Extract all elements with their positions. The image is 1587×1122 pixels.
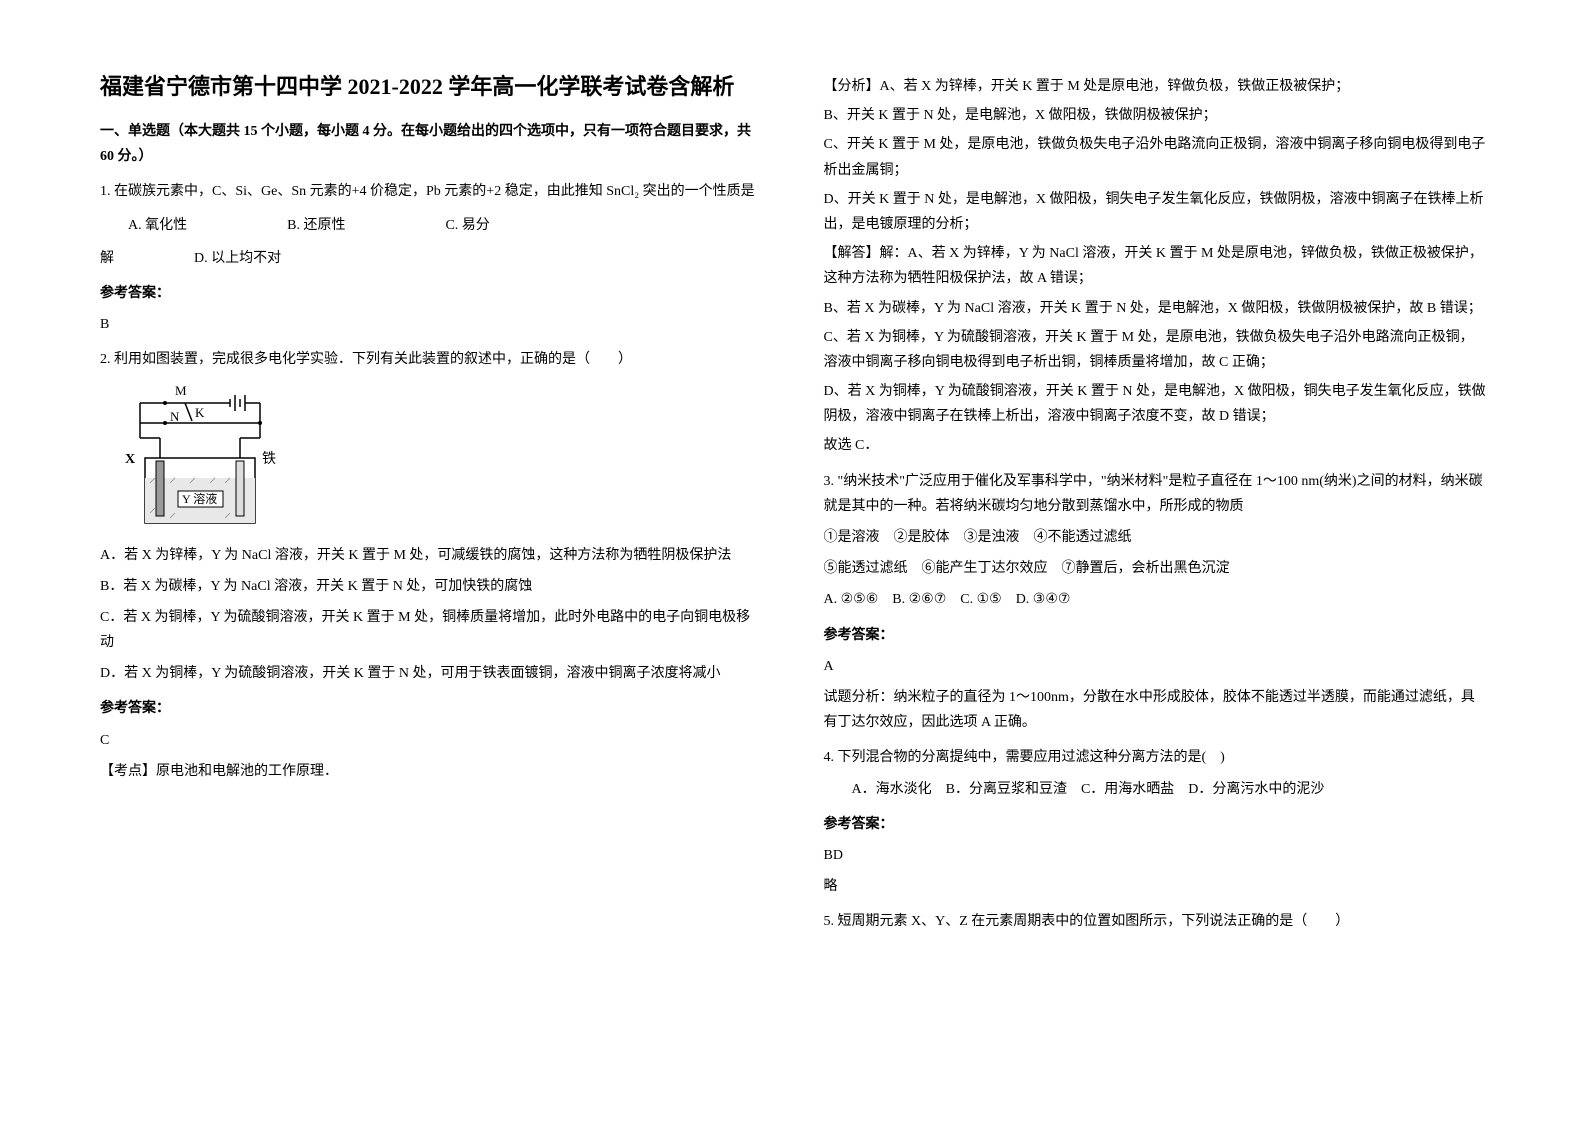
q1-answer: B [100,312,764,337]
diagram-label-fe: 铁 [262,451,276,467]
q2-analysis-c: C、开关 K 置于 M 处，是原电池，铁做负极失电子沿外电路流向正极铜，溶液中铜… [824,132,1488,182]
left-column: 福建省宁德市第十四中学 2021-2022 学年高一化学联考试卷含解析 一、单选… [100,70,764,1052]
q4-answer: BD [824,843,1488,868]
q3-options: A. ②⑤⑥ B. ②⑥⑦ C. ①⑤ D. ③④⑦ [824,587,1488,612]
q2-solution-b: B、若 X 为碳棒，Y 为 NaCl 溶液，开关 K 置于 N 处，是电解池，X… [824,296,1488,321]
answer-label-4: 参考答案： [824,812,1488,837]
q3-text1: 3. "纳米技术"广泛应用于催化及军事科学中，"纳米材料"是粒子直径在 1～10… [824,469,1488,519]
q2-analysis-a: 【分析】A、若 X 为锌棒，开关 K 置于 M 处是原电池，锌做负极，铁做正极被… [824,74,1488,99]
question-5: 5. 短周期元素 X、Y、Z 在元素周期表中的位置如图所示，下列说法正确的是（ … [824,909,1488,934]
diagram-svg: M K N [120,383,300,533]
q1-line2-prefix: 解 [100,246,114,271]
q5-text: 5. 短周期元素 X、Y、Z 在元素周期表中的位置如图所示，下列说法正确的是（ … [824,909,1488,934]
q2-text: 2. 利用如图装置，完成很多电化学实验．下列有关此装置的叙述中，正确的是（ ） [100,347,764,372]
q1-opt-b: B. 还原性 [287,213,345,238]
diagram-label-k: K [195,405,205,420]
diagram-label-x: X [125,452,135,467]
right-column: 【分析】A、若 X 为锌棒，开关 K 置于 M 处是原电池，锌做负极，铁做正极被… [824,70,1488,1052]
q2-opt-b: B．若 X 为碳棒，Y 为 NaCl 溶液，开关 K 置于 N 处，可加快铁的腐… [100,574,764,599]
q4-options: A．海水淡化 B．分离豆浆和豆渣 C．用海水晒盐 D．分离污水中的泥沙 [824,777,1488,802]
q1-options-row1: A. 氧化性 B. 还原性 C. 易分 [100,213,764,238]
q4-text: 4. 下列混合物的分离提纯中，需要应用过滤这种分离方法的是( ) [824,745,1488,770]
document-title: 福建省宁德市第十四中学 2021-2022 学年高一化学联考试卷含解析 [100,70,764,103]
q2-analysis-b: B、开关 K 置于 N 处，是电解池，X 做阳极，铁做阴极被保护； [824,103,1488,128]
q3-line3: ⑤能透过滤纸 ⑥能产生丁达尔效应 ⑦静置后，会析出黑色沉淀 [824,556,1488,581]
q4-note: 略 [824,874,1488,899]
question-2: 2. 利用如图装置，完成很多电化学实验．下列有关此装置的叙述中，正确的是（ ） … [100,347,764,686]
question-3: 3. "纳米技术"广泛应用于催化及军事科学中，"纳米材料"是粒子直径在 1～10… [824,469,1488,613]
q1-opt-c: C. 易分 [445,213,489,238]
diagram-label-m: M [175,383,187,398]
q2-conclusion: 故选 C． [824,433,1488,458]
q2-opt-c: C．若 X 为铜棒，Y 为硫酸铜溶液，开关 K 置于 M 处，铜棒质量将增加，此… [100,605,764,655]
q2-solution-a: 【解答】解：A、若 X 为锌棒，Y 为 NaCl 溶液，开关 K 置于 M 处是… [824,241,1488,291]
q1-opt-a: A. 氧化性 [128,213,187,238]
q2-solution-d: D、若 X 为铜棒，Y 为硫酸铜溶液，开关 K 置于 N 处，是电解池，X 做阳… [824,379,1488,429]
question-1: 1. 在碳族元素中，C、Si、Ge、Sn 元素的+4 价稳定，Pb 元素的+2 … [100,179,764,271]
q2-opt-d: D．若 X 为铜棒，Y 为硫酸铜溶液，开关 K 置于 N 处，可用于铁表面镀铜，… [100,661,764,686]
q1-options-row2: 解 D. 以上均不对 [100,246,764,271]
answer-label-2: 参考答案： [100,696,764,721]
electrochemistry-diagram: M K N [120,383,764,533]
diagram-label-n: N [170,409,180,424]
q1-opt-d: D. 以上均不对 [194,246,281,271]
section-header: 一、单选题（本大题共 15 个小题，每小题 4 分。在每小题给出的四个选项中，只… [100,119,764,169]
q2-solution-c: C、若 X 为铜棒，Y 为硫酸铜溶液，开关 K 置于 M 处，是原电池，铁做负极… [824,325,1488,375]
q1-text: 1. 在碳族元素中，C、Si、Ge、Sn 元素的+4 价稳定，Pb 元素的+2 … [100,179,764,204]
question-4: 4. 下列混合物的分离提纯中，需要应用过滤这种分离方法的是( ) A．海水淡化 … [824,745,1488,801]
q2-answer: C [100,728,764,753]
q2-point: 【考点】原电池和电解池的工作原理． [100,759,764,784]
q3-line2: ①是溶液 ②是胶体 ③是浊液 ④不能透过滤纸 [824,525,1488,550]
q2-opt-a: A．若 X 为锌棒，Y 为 NaCl 溶液，开关 K 置于 M 处，可减缓铁的腐… [100,543,764,568]
answer-label: 参考答案： [100,281,764,306]
q3-answer: A [824,654,1488,679]
answer-label-3: 参考答案： [824,623,1488,648]
q2-analysis-d: D、开关 K 置于 N 处，是电解池，X 做阳极，铜失电子发生氧化反应，铁做阴极… [824,187,1488,237]
q3-analysis: 试题分析：纳米粒子的直径为 1～100nm，分散在水中形成胶体，胶体不能透过半透… [824,685,1488,735]
diagram-label-y: Y 溶液 [182,491,217,506]
